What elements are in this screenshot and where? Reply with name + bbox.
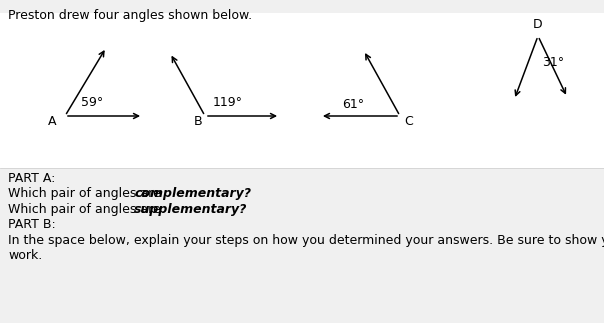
- Text: work.: work.: [8, 249, 42, 262]
- Text: complementary?: complementary?: [134, 187, 251, 200]
- Text: B: B: [193, 115, 202, 128]
- Text: PART A:: PART A:: [8, 172, 56, 185]
- Text: PART B:: PART B:: [8, 218, 56, 231]
- Text: A: A: [48, 115, 56, 128]
- Text: 31°: 31°: [542, 56, 564, 69]
- Text: 119°: 119°: [213, 96, 243, 109]
- Bar: [0, 13, 604, 168]
- Text: Which pair of angles are: Which pair of angles are: [8, 203, 165, 216]
- Text: Preston drew four angles shown below.: Preston drew four angles shown below.: [8, 9, 252, 22]
- Text: 61°: 61°: [342, 98, 364, 111]
- Text: 59°: 59°: [81, 96, 103, 109]
- Text: D: D: [533, 18, 543, 31]
- Text: supplementary?: supplementary?: [134, 203, 248, 216]
- Text: In the space below, explain your steps on how you determined your answers. Be su: In the space below, explain your steps o…: [8, 234, 604, 247]
- Text: Which pair of angles are: Which pair of angles are: [8, 187, 165, 200]
- Text: C: C: [404, 115, 413, 128]
